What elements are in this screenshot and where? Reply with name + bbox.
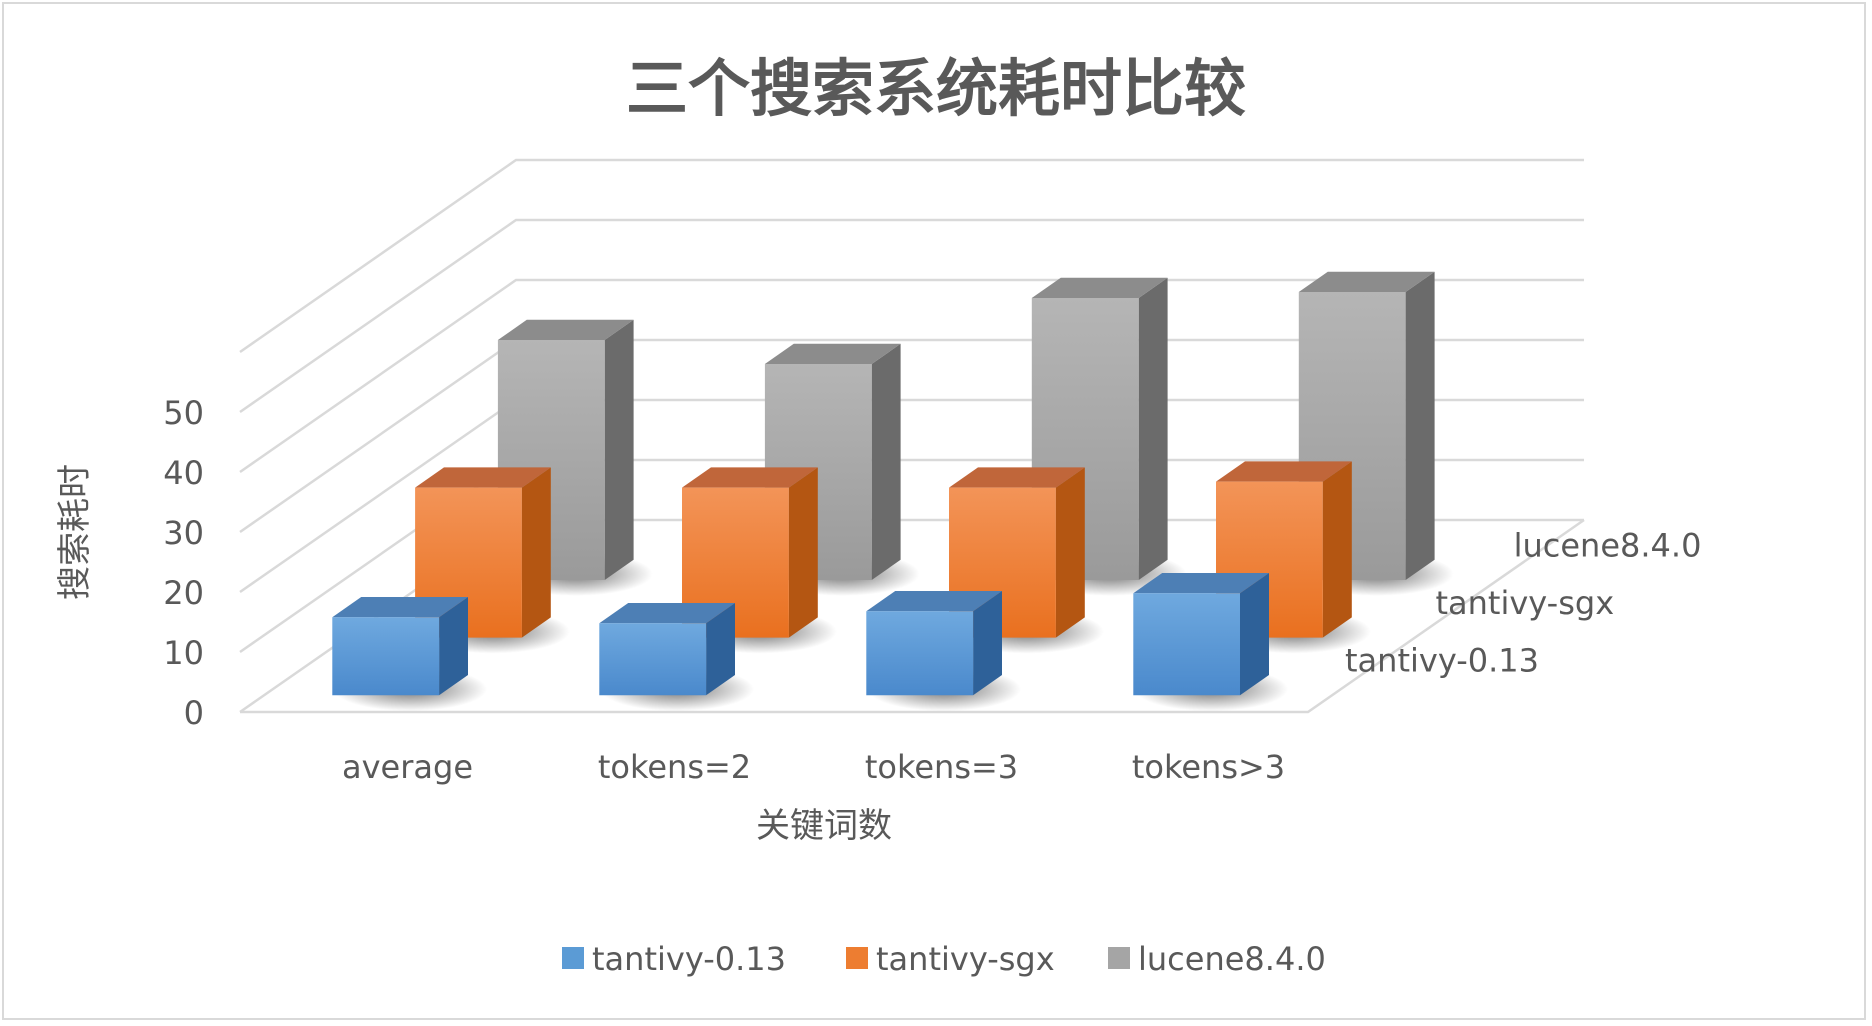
bar-side (1405, 271, 1435, 580)
y-tick-label: 20 (163, 574, 204, 612)
x-axis-ticks: average tokens=2 tokens=3 tokens>3 (342, 748, 1285, 786)
y-tick-label: 50 (163, 394, 204, 432)
series-axis-labels: tantivy-0.13 tantivy-sgx lucene8.4.0 (1345, 526, 1701, 679)
floor-edge (240, 518, 1585, 714)
bar-side (604, 319, 634, 580)
legend-label: lucene8.4.0 (1138, 940, 1326, 978)
legend-item: tantivy-sgx (846, 940, 1055, 978)
bar-front (599, 623, 707, 696)
legend-swatch (1108, 947, 1130, 969)
bar-side (1240, 573, 1269, 696)
bars (332, 271, 1435, 696)
series-axis-label: tantivy-sgx (1435, 584, 1614, 622)
gridline (239, 278, 1584, 474)
y-axis-title: 搜索耗时 (55, 464, 95, 600)
bar (599, 603, 735, 696)
x-axis-title: 关键词数 (756, 806, 892, 846)
y-axis-ticks: 0 10 20 30 40 50 (163, 394, 204, 732)
bar-front (332, 617, 440, 696)
bar-top (949, 467, 1085, 488)
legend: tantivy-0.13 tantivy-sgx lucene8.4.0 (562, 940, 1326, 978)
bar-front (1133, 593, 1240, 696)
bar-side (973, 591, 1002, 696)
chart-title: 三个搜索系统耗时比较 (626, 52, 1246, 125)
legend-item: lucene8.4.0 (1108, 940, 1326, 978)
bar-top (599, 603, 735, 624)
bar-top (1216, 461, 1352, 482)
bar-side (1138, 277, 1168, 580)
legend-swatch (846, 947, 868, 969)
bar-side (521, 467, 551, 638)
legend-swatch (562, 947, 584, 969)
bar (949, 467, 1085, 638)
legend-label: tantivy-sgx (876, 940, 1055, 978)
bar (1216, 461, 1352, 638)
y-tick-label: 30 (163, 514, 204, 552)
y-tick-label: 10 (163, 634, 204, 672)
bar-side (1055, 467, 1085, 638)
bar-top (415, 467, 551, 488)
x-tick-label: tokens>3 (1132, 748, 1285, 786)
bar-top (497, 319, 634, 340)
bar-top (1298, 271, 1435, 292)
x-tick-label: tokens=3 (865, 748, 1018, 786)
bar (866, 591, 1002, 696)
bar-side (439, 597, 468, 696)
x-tick-label: tokens=2 (598, 748, 751, 786)
legend-item: tantivy-0.13 (562, 940, 786, 978)
bar-front (866, 611, 974, 696)
gridline (239, 158, 1584, 354)
bar-top (866, 591, 1002, 612)
bar-top (332, 597, 468, 618)
gridline (239, 218, 1584, 414)
bar-top (764, 343, 901, 364)
bar-side (871, 343, 901, 580)
bar (1031, 277, 1168, 580)
chart-svg: 三个搜索系统耗时比较 0 10 20 30 40 50 搜索耗时 average token… (55, 52, 1701, 978)
y-tick-label: 40 (163, 454, 204, 492)
bar-top (1133, 573, 1269, 594)
bar (1133, 573, 1269, 696)
y-tick-label: 0 (184, 694, 204, 732)
bar (682, 467, 818, 638)
series-axis-label: lucene8.4.0 (1514, 526, 1702, 564)
bar-top (1031, 277, 1168, 298)
bar-front (682, 487, 789, 638)
legend-label: tantivy-0.13 (592, 940, 786, 978)
bar-side (788, 467, 818, 638)
bar-side (706, 603, 735, 696)
bar (332, 597, 468, 696)
bar-side (1322, 461, 1352, 638)
series-axis-label: tantivy-0.13 (1345, 642, 1539, 680)
x-tick-label: average (342, 748, 473, 786)
bar-top (682, 467, 818, 488)
